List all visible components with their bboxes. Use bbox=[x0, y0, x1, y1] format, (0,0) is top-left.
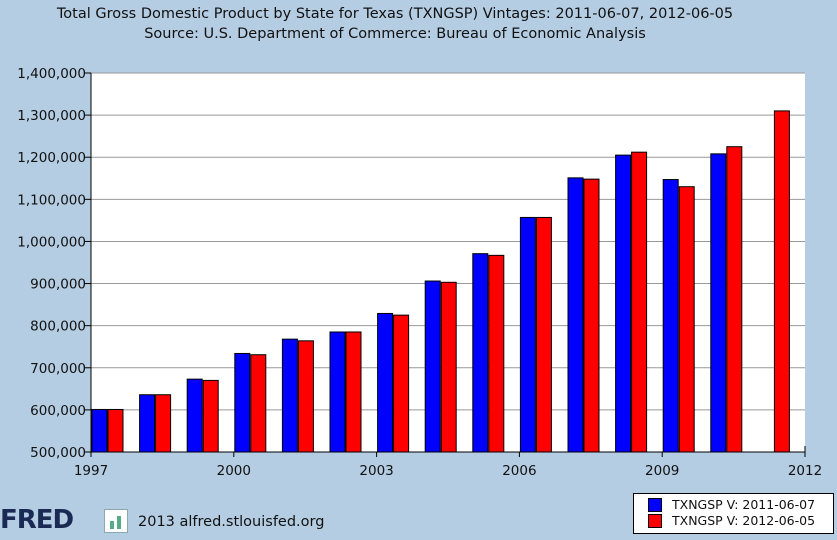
bar-series-a-2001 bbox=[282, 339, 297, 452]
bar-series-a-2000 bbox=[235, 353, 250, 452]
y-tick-label: 700,000 bbox=[30, 361, 86, 377]
bar-series-a-2002 bbox=[330, 332, 345, 452]
bar-series-b-2009 bbox=[679, 187, 694, 452]
chart-legend: TXNGSP V: 2011-06-07 TXNGSP V: 2012-06-0… bbox=[633, 493, 834, 534]
bar-series-a-2003 bbox=[378, 313, 393, 452]
bar-series-b-2001 bbox=[298, 341, 313, 452]
y-tick-label: 800,000 bbox=[30, 319, 86, 335]
x-tick-label: 2009 bbox=[645, 463, 679, 479]
bar-series-b-2005 bbox=[489, 255, 504, 452]
bar-series-b-2010 bbox=[727, 147, 742, 452]
legend-swatch-series-b bbox=[648, 514, 662, 528]
bar-series-b-1999 bbox=[203, 380, 218, 452]
bar-series-a-2009 bbox=[663, 180, 678, 452]
x-tick-label: 1997 bbox=[74, 463, 108, 479]
x-tick-label: 2000 bbox=[217, 463, 251, 479]
fred-chart-icon bbox=[104, 509, 128, 533]
footer: FRED 2013 alfred.stlouisfed.org bbox=[0, 503, 600, 539]
y-tick-label: 1,400,000 bbox=[17, 66, 86, 82]
y-tick-label: 600,000 bbox=[30, 403, 86, 419]
bar-series-b-2006 bbox=[536, 217, 551, 452]
bar-series-a-2008 bbox=[616, 155, 631, 452]
bar-series-b-1998 bbox=[156, 395, 171, 452]
bar-series-a-1997 bbox=[92, 409, 107, 452]
footer-credit: 2013 alfred.stlouisfed.org bbox=[138, 514, 324, 530]
bar-series-b-2008 bbox=[632, 152, 647, 452]
x-tick-label: 2006 bbox=[502, 463, 536, 479]
legend-swatch-series-a bbox=[648, 498, 662, 512]
bar-series-b-2002 bbox=[346, 332, 361, 452]
legend-label-series-b: TXNGSP V: 2012-06-05 bbox=[672, 513, 815, 529]
bar-series-b-2003 bbox=[394, 315, 409, 452]
bar-series-b-1997 bbox=[108, 409, 123, 452]
bar-series-b-2004 bbox=[441, 282, 456, 452]
y-tick-label: 1,000,000 bbox=[17, 234, 86, 250]
legend-label-series-a: TXNGSP V: 2011-06-07 bbox=[672, 497, 815, 513]
x-tick-label: 2012 bbox=[788, 463, 822, 479]
bar-series-a-1999 bbox=[187, 379, 202, 452]
y-tick-label: 1,300,000 bbox=[17, 108, 86, 124]
bar-series-b-2000 bbox=[251, 355, 266, 452]
fred-logo[interactable]: FRED bbox=[0, 505, 73, 535]
bar-series-b-2011 bbox=[774, 111, 789, 452]
bar-series-a-1998 bbox=[140, 395, 155, 452]
bar-series-a-2005 bbox=[473, 254, 488, 452]
x-tick-label: 2003 bbox=[359, 463, 393, 479]
y-tick-label: 1,100,000 bbox=[17, 192, 86, 208]
bar-series-a-2007 bbox=[568, 178, 583, 452]
bar-series-b-2007 bbox=[584, 179, 599, 452]
bar-chart: 500,000 600,000 700,000 800,000 900,000 1,000… bbox=[0, 0, 837, 540]
y-tick-label: 1,200,000 bbox=[17, 150, 86, 166]
bar-series-a-2010 bbox=[711, 154, 726, 452]
bar-series-a-2004 bbox=[425, 281, 440, 452]
y-tick-label: 900,000 bbox=[30, 277, 86, 293]
bar-series-a-2006 bbox=[520, 217, 535, 452]
y-tick-label: 500,000 bbox=[30, 445, 86, 461]
